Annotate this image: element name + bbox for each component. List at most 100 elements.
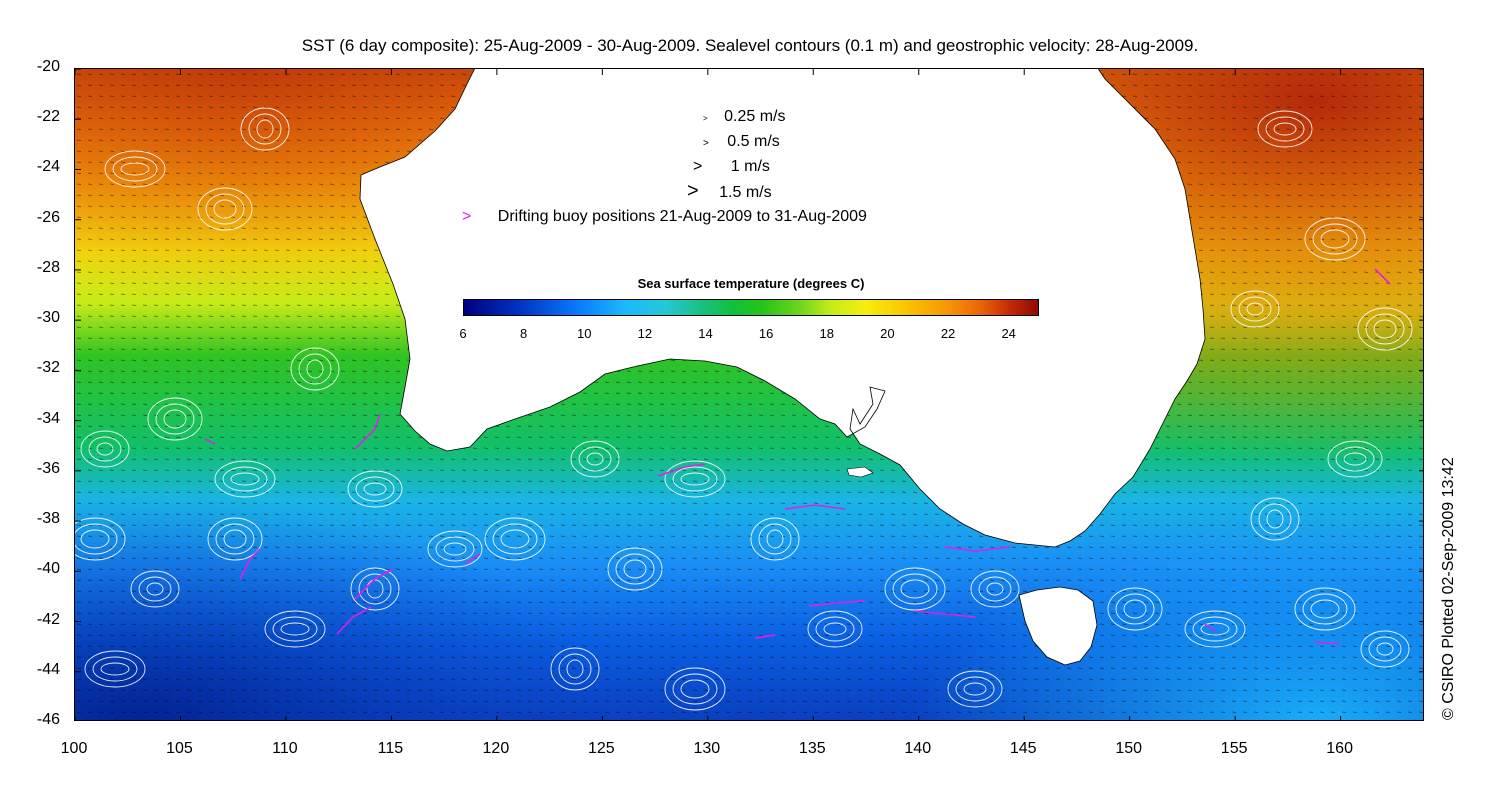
x-tick-label: 125	[587, 740, 615, 757]
legend-buoy-label: Drifting buoy positions 21-Aug-2009 to 3…	[497, 208, 867, 225]
contour-ring	[1320, 229, 1350, 249]
contour-ring	[1368, 636, 1402, 662]
contour-ring	[443, 542, 467, 556]
colorbar-tick-label: 14	[698, 326, 713, 341]
contour-ring	[1343, 452, 1367, 466]
colorbar-tick-label: 18	[819, 326, 835, 341]
buoy-marker-icon: >	[462, 208, 472, 225]
colorbar-tick-label: 20	[880, 326, 895, 341]
x-tick-label: 100	[60, 740, 88, 757]
contour-ring	[615, 553, 655, 585]
contour-ring	[96, 442, 114, 456]
colorbar-tick-label: 6	[459, 326, 467, 341]
contour-ring	[358, 573, 392, 605]
contour-ring	[146, 582, 164, 596]
contour-ring	[1360, 630, 1410, 668]
buoy-track	[914, 610, 976, 618]
contour-ring	[1230, 290, 1280, 328]
contour-ring	[586, 452, 604, 466]
x-tick-label: 130	[693, 740, 721, 757]
contour-ring	[492, 523, 538, 555]
buoy-track	[784, 504, 846, 510]
contour-ring	[978, 576, 1012, 602]
y-tick-label: -22	[36, 108, 60, 126]
contour-ring	[1294, 587, 1356, 631]
contour-ring	[1365, 313, 1405, 345]
x-tick-label: 160	[1326, 740, 1353, 757]
contour-ring	[207, 517, 263, 561]
arrow-medium-icon: >	[703, 138, 709, 149]
contour-ring	[1302, 593, 1348, 625]
contour-ring	[1357, 307, 1413, 351]
contour-ring	[223, 529, 247, 549]
legend-label-1.5: 1.5 m/s	[719, 184, 772, 201]
contour-ring	[75, 523, 118, 555]
contour-ring	[88, 436, 122, 462]
contour-ring	[272, 616, 318, 642]
contour-ring	[884, 567, 946, 611]
contour-ring	[664, 460, 726, 498]
legend-arrow-1.5: > 1.5 m/s	[687, 181, 772, 202]
contour-ring	[264, 610, 326, 648]
contour-ring	[1304, 217, 1366, 261]
buoy-track	[1314, 641, 1341, 645]
x-tick-label: 150	[1115, 740, 1143, 757]
y-tick-label: -30	[36, 309, 60, 327]
contour-ring	[163, 409, 187, 429]
contour-ring	[350, 567, 400, 611]
kangaroo-island	[846, 466, 874, 478]
x-tick-label: 145	[1009, 740, 1037, 757]
contour-ring	[1258, 503, 1292, 535]
y-tick-label: -42	[36, 610, 60, 628]
buoy-track	[1374, 268, 1391, 285]
contour-ring	[214, 460, 276, 498]
buoy-track	[944, 546, 1011, 552]
arrow-small-icon: >	[703, 114, 708, 123]
contour-ring	[298, 353, 332, 385]
contour-ring	[240, 107, 290, 151]
colorbar-tick-label: 8	[520, 326, 528, 341]
colorbar-title: Sea surface temperature (degrees C)	[637, 276, 865, 291]
legend-label-1: 1 m/s	[730, 158, 770, 175]
legend-arrow-0.25: > 0.25 m/s	[703, 108, 785, 126]
contour-ring	[230, 472, 260, 486]
legend-label-0.25: 0.25 m/s	[724, 108, 786, 125]
contour-ring	[1266, 509, 1284, 529]
buoy-track	[354, 568, 394, 600]
buoy-track	[204, 438, 216, 445]
buoy-track	[464, 553, 481, 565]
contour-ring	[155, 403, 195, 435]
contour-ring	[1327, 440, 1383, 478]
contour-ring	[1107, 587, 1163, 631]
contour-ring	[807, 610, 863, 648]
contour-ring	[970, 570, 1020, 608]
x-tick-label: 155	[1220, 740, 1248, 757]
contour-ring	[84, 650, 146, 688]
contour-ring	[672, 673, 718, 705]
contour-ring	[1184, 610, 1246, 648]
contour-ring	[963, 682, 987, 696]
contour-ring	[1115, 593, 1155, 625]
copyright-note: © CSIRO Plotted 02-Sep-2009 13:42	[1440, 457, 1457, 720]
legend-label-0.5: 0.5 m/s	[727, 133, 780, 150]
contour-ring	[955, 676, 995, 702]
buoy-track	[657, 463, 706, 477]
legend-arrow-0.5: > 0.5 m/s	[703, 133, 780, 151]
contour-ring	[130, 570, 180, 608]
y-tick-label: -26	[36, 208, 60, 226]
contour-ring	[1250, 497, 1300, 541]
tasmania	[1018, 586, 1098, 666]
contour-ring	[290, 347, 340, 391]
contour-ring	[607, 547, 663, 591]
colorbar-tick-label: 24	[1001, 326, 1016, 341]
contour-ring	[347, 470, 403, 508]
contour-ring	[104, 150, 166, 188]
contour-ring	[1273, 122, 1297, 136]
legend-arrow-1: > 1 m/s	[693, 158, 770, 176]
sst-colorbar	[463, 299, 1039, 316]
contour-ring	[100, 662, 130, 676]
contour-ring	[1335, 446, 1375, 472]
contour-ring	[280, 622, 310, 636]
contour-ring	[947, 670, 1003, 708]
y-tick-label: -40	[36, 560, 60, 578]
